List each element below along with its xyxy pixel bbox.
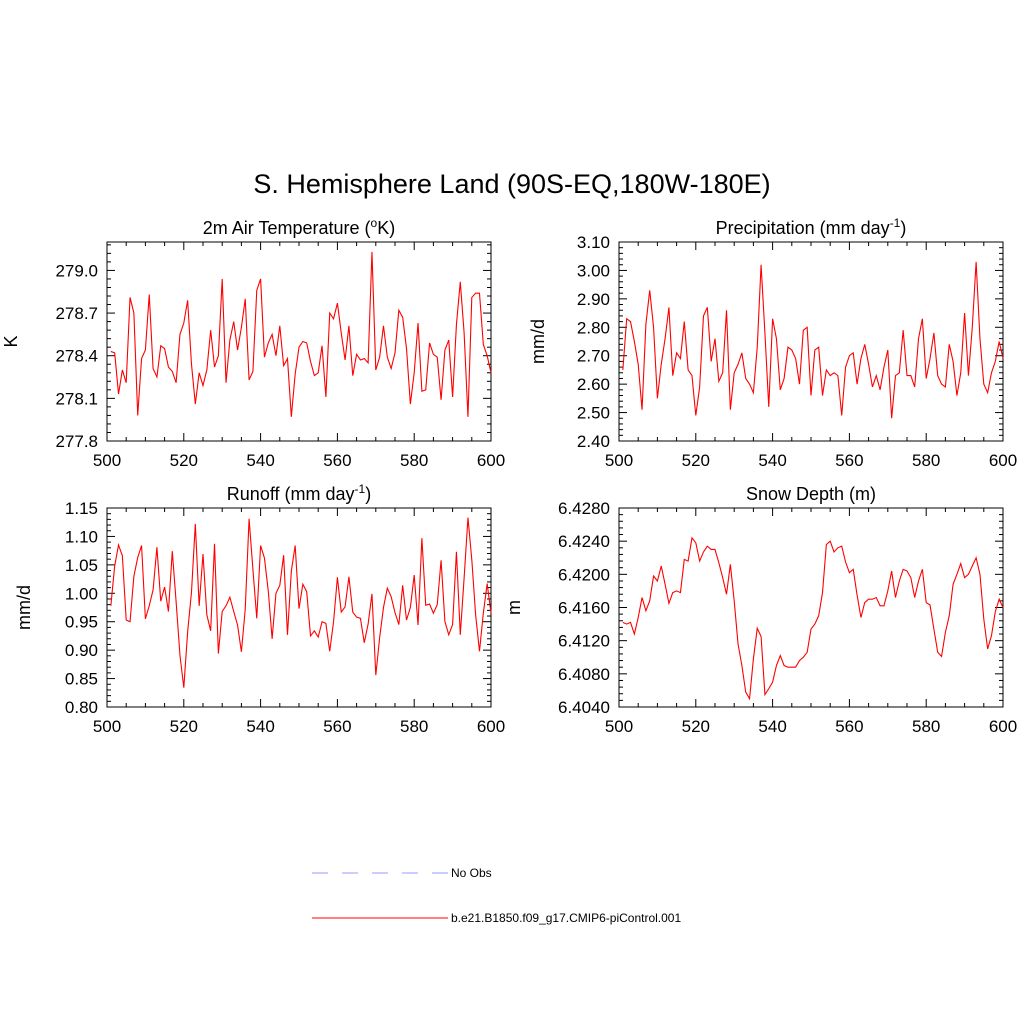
y-tick-label: 2.40 — [577, 432, 610, 451]
x-tick-label: 600 — [989, 451, 1017, 470]
y-tick-label: 2.90 — [577, 290, 610, 309]
panels-group: 2m Air Temperature (oK) K 500 520 540 560 580 6… — [1, 216, 1017, 736]
x-tick-label: 600 — [989, 717, 1017, 736]
legend: No Obs b.e21.B1850.f09_g17.CMIP6-piContr… — [312, 866, 681, 925]
panel-runoff: Runoff (mm day-1) mm/d 500 520 540 560 580 600 0… — [14, 482, 505, 736]
y-tick-label: 2.50 — [577, 404, 610, 423]
x-tick-label: 500 — [93, 717, 121, 736]
y-tick-label: 2.70 — [577, 347, 610, 366]
x-tick-label: 520 — [682, 717, 710, 736]
y-tick-label: 6.4200 — [558, 565, 610, 584]
x-tick-label: 600 — [477, 717, 505, 736]
x-tick-label: 560 — [835, 717, 863, 736]
y-axis-label: mm/d — [528, 319, 548, 364]
x-tick-label: 500 — [605, 717, 633, 736]
x-tick-label: 560 — [323, 717, 351, 736]
y-tick-label: 0.80 — [65, 698, 98, 717]
y-tick-label: 6.4040 — [558, 698, 610, 717]
x-tick-label: 580 — [400, 451, 428, 470]
y-tick-label: 6.4080 — [558, 665, 610, 684]
x-tick-label: 540 — [246, 451, 274, 470]
y-axis-label: K — [1, 335, 21, 347]
y-tick-label: 2.60 — [577, 375, 610, 394]
y-tick-label: 6.4160 — [558, 599, 610, 618]
y-tick-label: 1.05 — [65, 556, 98, 575]
x-tick-label: 500 — [605, 451, 633, 470]
y-tick-label: 3.00 — [577, 261, 610, 280]
y-tick-label: 278.7 — [55, 304, 98, 323]
series-line-model — [110, 251, 492, 417]
panel-title: Snow Depth (m) — [746, 484, 876, 504]
x-tick-label: 540 — [758, 451, 786, 470]
series-line-model — [622, 261, 1004, 419]
y-axis-label: mm/d — [14, 585, 34, 630]
plot-frame — [106, 241, 492, 442]
x-tick-label: 500 — [93, 451, 121, 470]
x-tick-label: 580 — [912, 451, 940, 470]
y-axis-label: m — [504, 600, 524, 615]
panel-snow-depth: Snow Depth (m) m 500 520 540 560 580 600 6.4040 6… — [504, 484, 1017, 736]
panel-precipitation: Precipitation (mm day-1) mm/d 500 520 540 560… — [528, 216, 1017, 470]
y-tick-label: 279.0 — [55, 261, 98, 280]
series-line-model — [110, 517, 492, 688]
series-line-model — [622, 536, 1004, 701]
legend-label-no-obs: No Obs — [451, 866, 492, 880]
y-tick-label: 277.8 — [55, 432, 98, 451]
panel-title: Runoff (mm day-1) — [227, 482, 371, 504]
y-tick-label: 278.1 — [55, 389, 98, 408]
x-tick-label: 580 — [912, 717, 940, 736]
y-tick-label: 1.15 — [65, 499, 98, 518]
y-tick-label: 1.10 — [65, 527, 98, 546]
x-tick-label: 560 — [835, 451, 863, 470]
y-tick-label: 0.95 — [65, 613, 98, 632]
panel-title: Precipitation (mm day-1) — [716, 216, 907, 238]
y-tick-label: 3.10 — [577, 233, 610, 252]
plot-frame — [618, 241, 1004, 442]
x-tick-label: 540 — [246, 717, 274, 736]
y-tick-label: 0.85 — [65, 670, 98, 689]
panel-temperature: 2m Air Temperature (oK) K 500 520 540 560 580 6… — [1, 216, 505, 470]
y-tick-label: 6.4120 — [558, 632, 610, 651]
plot-frame — [618, 507, 1004, 708]
x-tick-label: 560 — [323, 451, 351, 470]
x-tick-label: 580 — [400, 717, 428, 736]
x-tick-label: 540 — [758, 717, 786, 736]
x-tick-label: 520 — [170, 451, 198, 470]
y-tick-label: 1.00 — [65, 584, 98, 603]
panel-title: 2m Air Temperature (oK) — [203, 216, 395, 238]
figure-title: S. Hemisphere Land (90S-EQ,180W-180E) — [253, 169, 770, 199]
x-tick-label: 600 — [477, 451, 505, 470]
y-tick-label: 6.4280 — [558, 499, 610, 518]
y-tick-label: 6.4240 — [558, 532, 610, 551]
y-tick-label: 0.90 — [65, 641, 98, 660]
x-tick-label: 520 — [682, 451, 710, 470]
y-tick-label: 278.4 — [55, 347, 98, 366]
y-tick-label: 2.80 — [577, 318, 610, 337]
x-tick-label: 520 — [170, 717, 198, 736]
legend-label-model: b.e21.B1850.f09_g17.CMIP6-piControl.001 — [451, 911, 681, 925]
